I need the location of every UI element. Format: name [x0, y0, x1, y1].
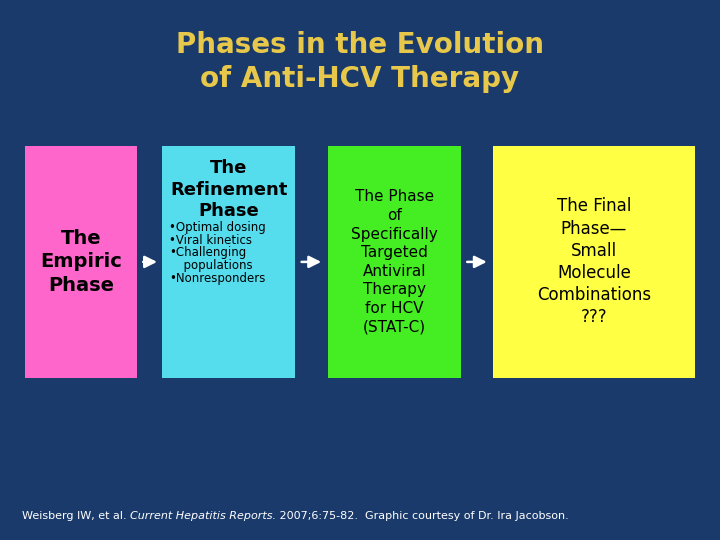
Bar — [493, 146, 695, 378]
Text: The Phase
of
Specifically
Targeted
Antiviral
Therapy
for HCV
(STAT-C): The Phase of Specifically Targeted Antiv… — [351, 190, 438, 334]
Text: •Challenging: •Challenging — [169, 246, 246, 259]
Text: •Optimal dosing: •Optimal dosing — [169, 221, 266, 234]
Text: Phases in the Evolution
of Anti-HCV Therapy: Phases in the Evolution of Anti-HCV Ther… — [176, 31, 544, 93]
Bar — [162, 146, 295, 378]
Text: The Final
Phase—
Small
Molecule
Combinations
???: The Final Phase— Small Molecule Combinat… — [537, 198, 651, 326]
Bar — [328, 146, 461, 378]
Text: Weisberg IW, et al.: Weisberg IW, et al. — [22, 511, 130, 521]
Bar — [25, 146, 137, 378]
Text: The
Refinement
Phase: The Refinement Phase — [170, 159, 287, 220]
Text: Current Hepatitis Reports.: Current Hepatitis Reports. — [130, 511, 276, 521]
Text: •Nonresponders: •Nonresponders — [169, 272, 266, 285]
Text: 2007;6:75-82.  Graphic courtesy of Dr. Ira Jacobson.: 2007;6:75-82. Graphic courtesy of Dr. Ir… — [276, 511, 569, 521]
Text: The
Empiric
Phase: The Empiric Phase — [40, 229, 122, 295]
Text: •Viral kinetics: •Viral kinetics — [169, 234, 252, 247]
Text: populations: populations — [176, 259, 253, 272]
